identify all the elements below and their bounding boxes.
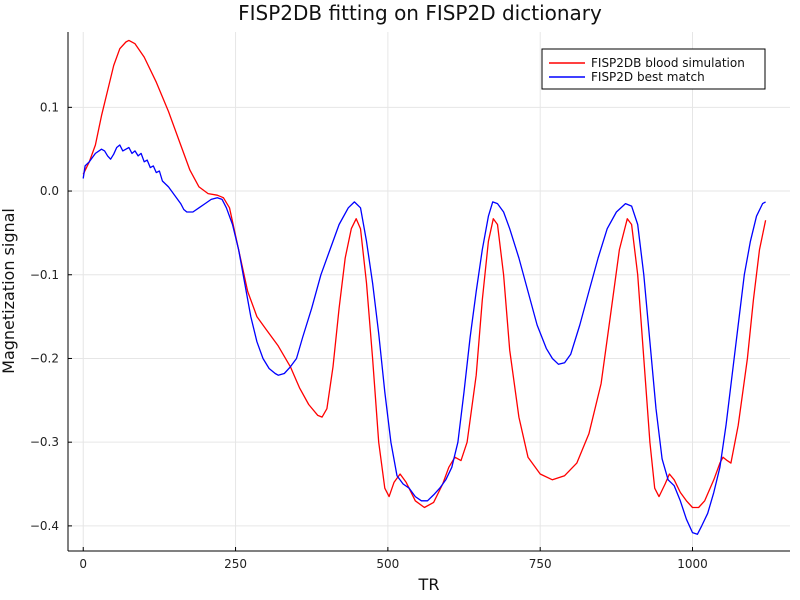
chart-title: FISP2DB fitting on FISP2D dictionary bbox=[238, 1, 602, 25]
x-axis-title: TR bbox=[418, 575, 440, 594]
x-tick-label: 1000 bbox=[677, 557, 708, 571]
axes bbox=[67, 32, 790, 552]
legend-label-best-match: FISP2D best match bbox=[591, 70, 705, 84]
y-axis-title: Magnetization signal bbox=[0, 208, 18, 374]
y-tick-label: −0.2 bbox=[30, 351, 59, 365]
tick-labels: 0 250 500 750 1000 −0.4 −0.3 −0.2 −0.1 0.0 0.1 bbox=[30, 100, 708, 571]
y-tick-label: 0.1 bbox=[40, 100, 59, 114]
legend: FISP2DB blood simulation FISP2D best mat… bbox=[541, 48, 766, 90]
x-tick-label: 500 bbox=[376, 557, 399, 571]
series-line-blood-simulation bbox=[82, 39, 767, 509]
y-tick-label: −0.3 bbox=[30, 435, 59, 449]
y-tick-label: 0.0 bbox=[40, 184, 59, 198]
x-tick-label: 750 bbox=[529, 557, 552, 571]
x-tick-label: 250 bbox=[224, 557, 247, 571]
series-lines bbox=[82, 39, 767, 535]
legend-box bbox=[541, 48, 766, 90]
y-tick-label: −0.1 bbox=[30, 268, 59, 282]
grid bbox=[68, 32, 790, 551]
x-tick-label: 0 bbox=[79, 557, 87, 571]
legend-label-blood-simulation: FISP2DB blood simulation bbox=[591, 56, 745, 70]
y-tick-label: −0.4 bbox=[30, 519, 59, 533]
series-line-best-match bbox=[82, 144, 766, 535]
